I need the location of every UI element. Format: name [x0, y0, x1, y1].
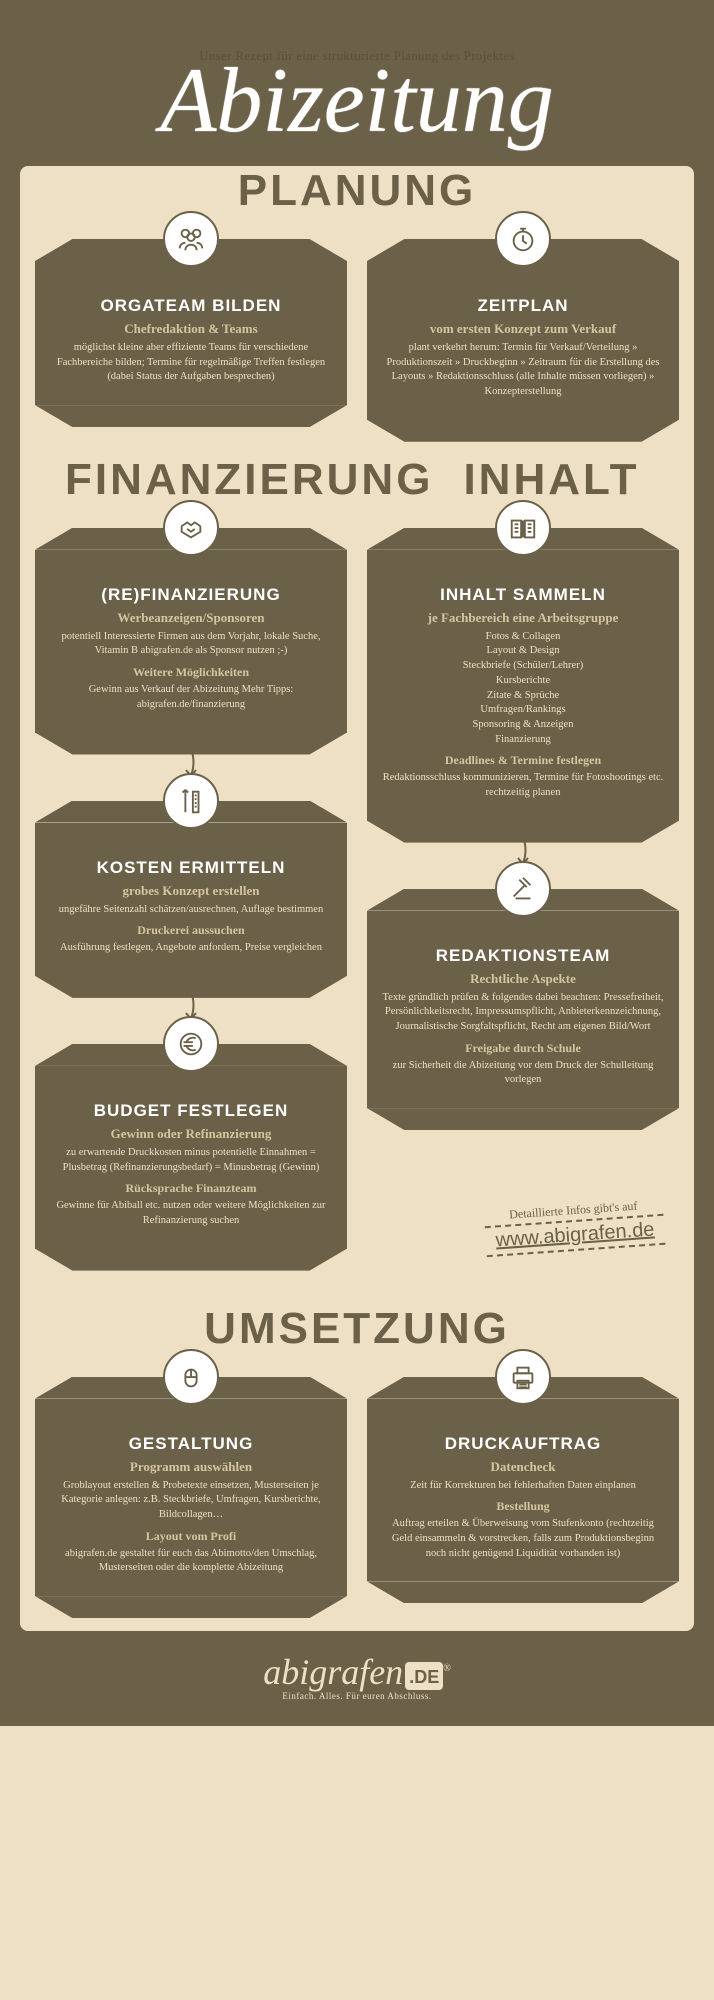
card-subtitle: Chefredaktion & Teams — [50, 321, 332, 337]
infographic-page: Unser Rezept für eine strukturierte Plan… — [0, 0, 714, 1726]
card-subtitle: Gewinn oder Refinanzierung — [50, 1126, 332, 1142]
card-title: KOSTEN ERMITTELN — [50, 858, 332, 878]
card-subtitle: Datencheck — [382, 1459, 664, 1475]
card-title: DRUCKAUFTRAG — [382, 1434, 664, 1454]
card-subtitle2: Weitere Möglichkeiten — [50, 665, 332, 680]
card-body: zu erwartende Druckkosten minus potentie… — [50, 1146, 332, 1175]
card-title: ORGATEAM BILDEN — [50, 296, 332, 316]
card-body2: zur Sicherheit die Abizeitung vor dem Dr… — [382, 1059, 664, 1088]
footer-tagline: Einfach. Alles. Für euren Abschluss. — [20, 1691, 694, 1701]
section-title-finanzierung: FINANZIERUNG — [35, 455, 433, 505]
card-redaktionsteam: REDAKTIONSTEAM Rechtliche Aspekte Texte … — [367, 911, 679, 1108]
content-panel: PLANUNG ORGATEAM BILDEN Chefredaktion & … — [20, 166, 694, 1631]
card-subtitle: grobes Konzept erstellen — [50, 883, 332, 899]
finanzierung-col: (RE)FINANZIERUNG Werbeanzeigen/Sponsoren… — [35, 515, 347, 1264]
printer-icon — [495, 1349, 551, 1405]
planung-row: ORGATEAM BILDEN Chefredaktion & Teams mö… — [35, 226, 679, 435]
people-icon — [163, 211, 219, 267]
card-body: möglichst kleine aber effiziente Teams f… — [50, 341, 332, 385]
umsetzung-row: GESTALTUNG Programm auswählen Groblayout… — [35, 1364, 679, 1611]
card-subtitle: Rechtliche Aspekte — [382, 971, 664, 987]
card-inhalt-sammeln: INHALT SAMMELN je Fachbereich eine Arbei… — [367, 550, 679, 821]
mouse-icon — [163, 1349, 219, 1405]
book-icon — [495, 500, 551, 556]
card-budget: BUDGET FESTLEGEN Gewinn oder Refinanzier… — [35, 1066, 347, 1249]
card-title: (RE)FINANZIERUNG — [50, 585, 332, 605]
logo-main: abigrafen — [263, 1652, 403, 1692]
card-refinanzierung: (RE)FINANZIERUNG Werbeanzeigen/Sponsoren… — [35, 550, 347, 733]
card-body: Fotos & Collagen Layout & Design Steckbr… — [382, 630, 664, 748]
card-orgateam: ORGATEAM BILDEN Chefredaktion & Teams mö… — [35, 261, 347, 405]
card-body2: Gewinne für Abiball etc. nutzen oder wei… — [50, 1199, 332, 1228]
inhalt-col: INHALT SAMMELN je Fachbereich eine Arbei… — [367, 515, 679, 1264]
section-title-umsetzung: UMSETZUNG — [35, 1304, 679, 1354]
card-subtitle2: Layout vom Profi — [50, 1529, 332, 1544]
footer-logo: abigrafen.DE® — [20, 1651, 694, 1693]
card-subtitle2: Deadlines & Termine festlegen — [382, 753, 664, 768]
card-title: REDAKTIONSTEAM — [382, 946, 664, 966]
handshake-icon — [163, 500, 219, 556]
logo-suffix: .DE — [405, 1662, 443, 1690]
card-title: BUDGET FESTLEGEN — [50, 1101, 332, 1121]
card-gestaltung: GESTALTUNG Programm auswählen Groblayout… — [35, 1399, 347, 1596]
card-title: GESTALTUNG — [50, 1434, 332, 1454]
clock-icon — [495, 211, 551, 267]
card-subtitle2: Rücksprache Finanzteam — [50, 1181, 332, 1196]
card-subtitle2: Freigabe durch Schule — [382, 1041, 664, 1056]
card-body2: Gewinn aus Verkauf der Abizeitung Mehr T… — [50, 683, 332, 712]
card-subtitle2: Druckerei aussuchen — [50, 923, 332, 938]
section-title-inhalt: INHALT — [433, 455, 679, 505]
card-body2: abigrafen.de gestaltet für euch das Abim… — [50, 1547, 332, 1576]
card-body: Zeit für Korrekturen bei fehlerhaften Da… — [382, 1479, 664, 1494]
duration-badge: min. 6 Monate — [604, 0, 674, 60]
card-body: potentiell Interessierte Firmen aus dem … — [50, 630, 332, 659]
card-body2: Auftrag erteilen & Überweisung vom Stufe… — [382, 1517, 664, 1561]
card-body: ungefähre Seitenzahl schätzen/ausrechnen… — [50, 903, 332, 918]
dual-section-titles: FINANZIERUNG INHALT — [35, 435, 679, 515]
card-body: Texte gründlich prüfen & folgendes dabei… — [382, 991, 664, 1035]
euro-icon — [163, 1016, 219, 1072]
info-link-box: Detaillierte Infos gibt's auf www.abigra… — [484, 1197, 666, 1257]
card-kosten: KOSTEN ERMITTELN grobes Konzept erstelle… — [35, 823, 347, 976]
ruler-icon — [163, 773, 219, 829]
card-subtitle: vom ersten Konzept zum Verkauf — [382, 321, 664, 337]
card-subtitle2: Bestellung — [382, 1499, 664, 1514]
card-subtitle: Programm auswählen — [50, 1459, 332, 1475]
main-title: Abizeitung — [20, 54, 694, 146]
gavel-icon — [495, 861, 551, 917]
card-druckauftrag: DRUCKAUFTRAG Datencheck Zeit für Korrekt… — [367, 1399, 679, 1582]
card-body2: Redaktionsschluss kommunizieren, Termine… — [382, 771, 664, 800]
middle-columns: (RE)FINANZIERUNG Werbeanzeigen/Sponsoren… — [35, 515, 679, 1264]
card-body: plant verkehrt herum: Termin für Verkauf… — [382, 341, 664, 400]
card-subtitle: je Fachbereich eine Arbeitsgruppe — [382, 610, 664, 626]
card-title: INHALT SAMMELN — [382, 585, 664, 605]
section-title-planung: PLANUNG — [35, 166, 679, 216]
footer: abigrafen.DE® Einfach. Alles. Für euren … — [20, 1631, 694, 1706]
card-body2: Ausführung festlegen, Angebote anfordern… — [50, 941, 332, 956]
card-title: ZEITPLAN — [382, 296, 664, 316]
card-body: Groblayout erstellen & Probetexte einset… — [50, 1479, 332, 1523]
card-zeitplan: ZEITPLAN vom ersten Konzept zum Verkauf … — [367, 261, 679, 420]
card-subtitle: Werbeanzeigen/Sponsoren — [50, 610, 332, 626]
